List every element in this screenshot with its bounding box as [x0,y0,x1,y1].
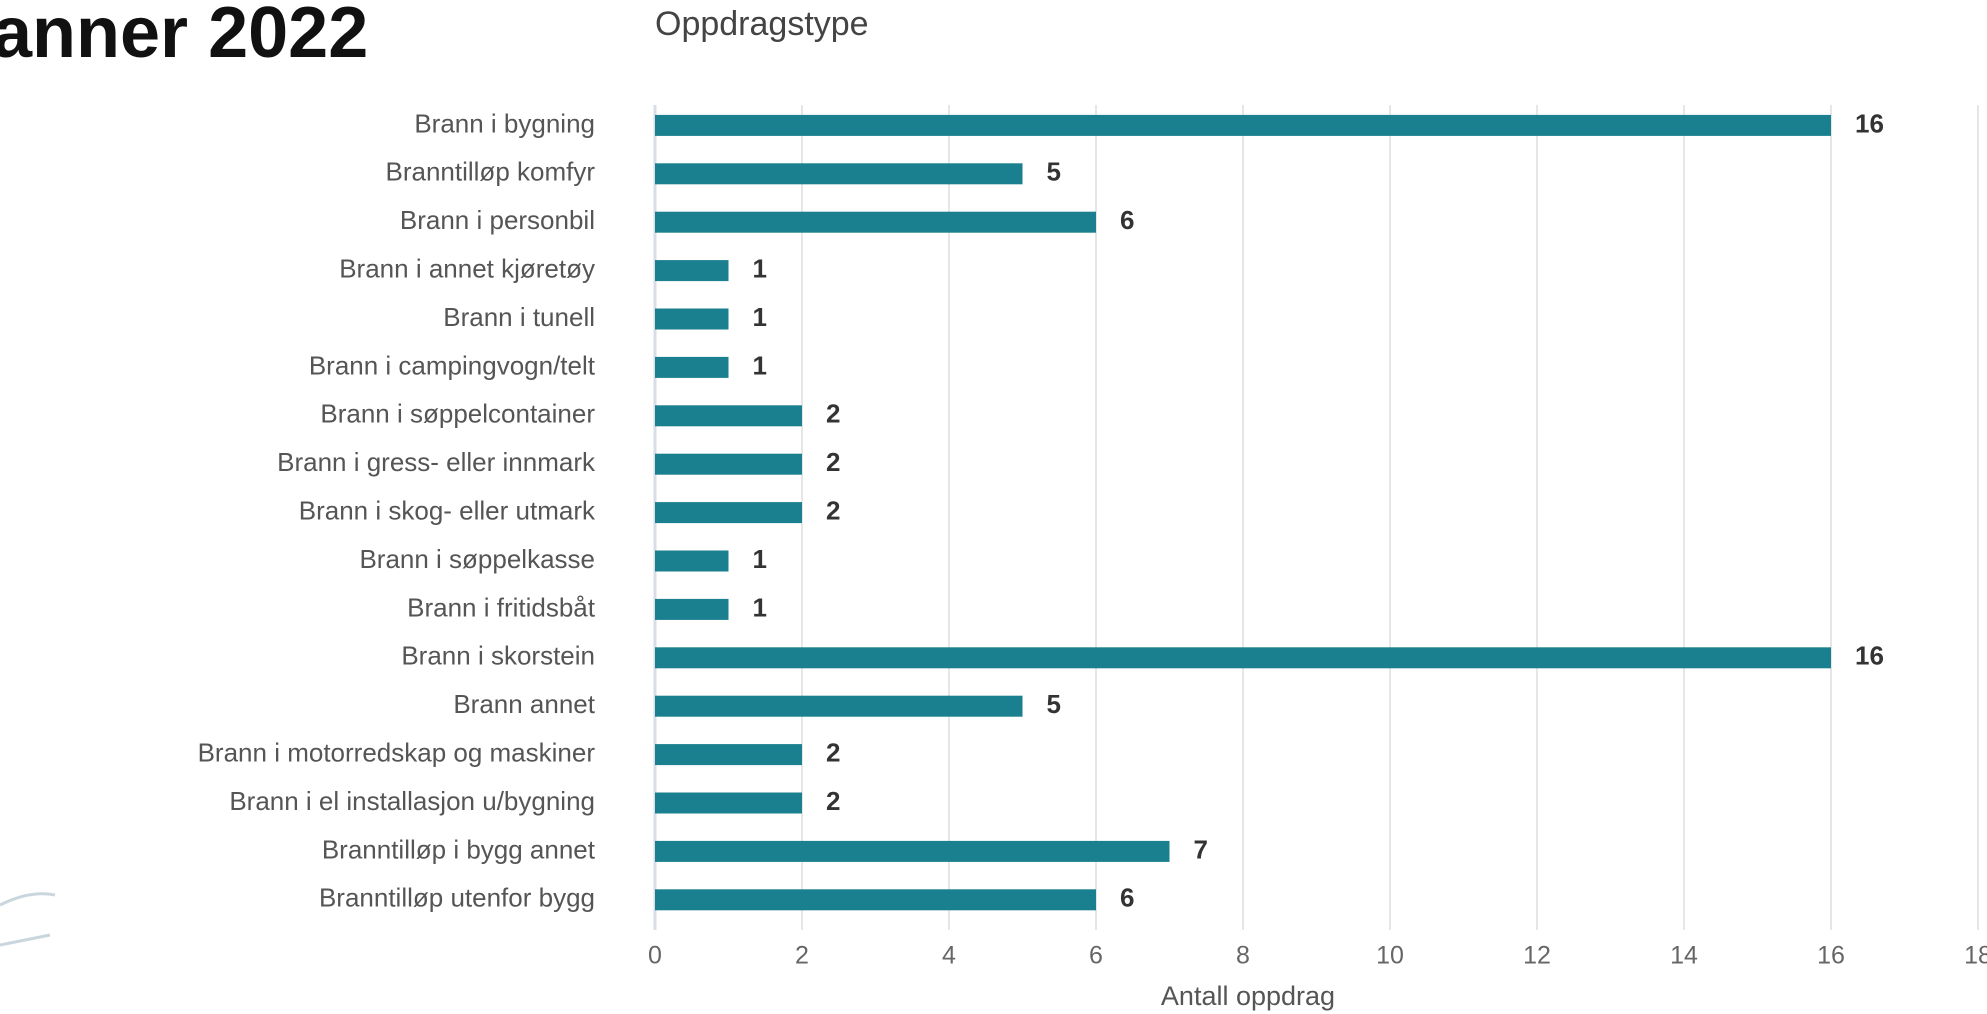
y-tick-label: Brann i gress- eller innmark [277,447,596,477]
value-label: 5 [1047,689,1061,719]
y-tick-label: Brann i campingvogn/telt [309,350,596,380]
bar [655,744,802,766]
value-label: 6 [1120,205,1134,235]
bar [655,308,729,330]
bar [655,840,1170,862]
value-label: 5 [1047,157,1061,187]
value-label: 2 [826,737,840,767]
x-tick-label: 8 [1236,942,1250,970]
value-label: 2 [826,786,840,816]
bar [655,695,1023,717]
bar [655,647,1831,669]
slide-heading: anner 2022 [0,0,368,73]
y-tick-label: Brann i el installasjon u/bygning [229,786,595,816]
chart-title: Oppdragstype [655,5,869,43]
value-label: 1 [753,592,767,622]
y-tick-label: Branntilløp komfyr [386,157,596,187]
x-axis-label: Antall oppdrag [1161,981,1335,1011]
x-tick-label: 10 [1376,942,1404,970]
x-tick-label: 16 [1817,942,1845,970]
x-tick-label: 4 [942,942,956,970]
y-tick-label: Brann i søppelkasse [359,544,595,574]
bar [655,889,1096,911]
y-tick-label: Brann i personbil [400,205,595,235]
y-tick-label: Brann i tunell [443,302,595,332]
bar [655,453,802,475]
value-label: 1 [753,544,767,574]
value-label: 2 [826,447,840,477]
bar [655,405,802,427]
x-tick-label: 0 [648,942,662,970]
bar [655,114,1831,136]
value-label: 16 [1855,641,1884,671]
bar [655,163,1023,185]
bar [655,356,729,378]
y-tick-label: Brann i skorstein [401,641,595,671]
bar [655,550,729,572]
bar [655,502,802,524]
y-tick-label: Brann annet [453,689,595,719]
value-label: 1 [753,350,767,380]
decoration [0,892,56,947]
y-tick-label: Brann i fritidsbåt [407,592,596,622]
bar [655,211,1096,233]
y-tick-label: Branntilløp i bygg annet [322,834,596,864]
x-tick-label: 12 [1523,942,1551,970]
bar [655,792,802,814]
bar [655,260,729,282]
bar [655,598,729,620]
y-tick-label: Brann i annet kjøretøy [339,253,595,283]
y-tick-label: Brann i skog- eller utmark [299,495,596,525]
value-label: 1 [753,253,767,283]
value-label: 7 [1194,834,1208,864]
value-label: 2 [826,495,840,525]
x-tick-label: 14 [1670,942,1698,970]
value-label: 6 [1120,883,1134,913]
y-tick-label: Branntilløp utenfor bygg [319,883,595,913]
value-label: 16 [1855,108,1884,138]
y-tick-label: Brann i motorredskap og maskiner [198,737,596,767]
value-label: 2 [826,399,840,429]
y-tick-label: Brann i bygning [414,108,595,138]
value-label: 1 [753,302,767,332]
x-tick-label: 2 [795,942,809,970]
y-tick-label: Brann i søppelcontainer [320,399,595,429]
x-tick-label: 18 [1964,942,1987,970]
x-tick-label: 6 [1089,942,1103,970]
